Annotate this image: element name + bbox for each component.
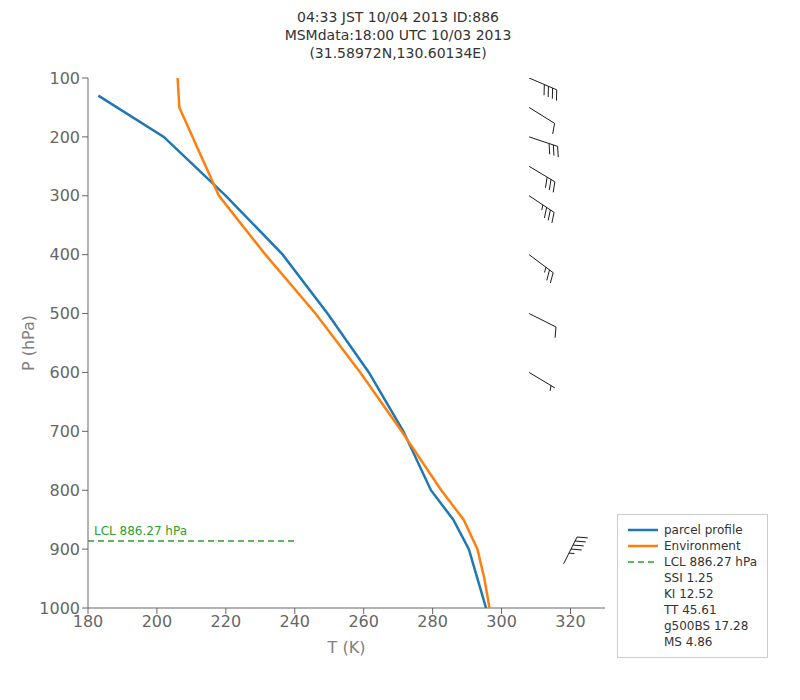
svg-text:220: 220 (211, 612, 242, 631)
html-text:Environment: Environment (664, 539, 741, 553)
svg-text:240: 240 (280, 612, 311, 631)
svg-text:300: 300 (486, 612, 517, 631)
svg-text:P (hPa): P (hPa) (19, 315, 38, 371)
html-text:04:33 JST 10/04 2013 ID:886: 04:33 JST 10/04 2013 ID:886 (297, 9, 499, 25)
svg-text:400: 400 (49, 245, 80, 264)
svg-text:180: 180 (72, 612, 104, 632)
svg-text:260: 260 (348, 612, 379, 631)
svg-text:600: 600 (49, 363, 80, 382)
html-text:MSMdata:18:00 UTC 10/03 2013: MSMdata:18:00 UTC 10/03 2013 (284, 27, 512, 43)
svg-text:800: 800 (49, 481, 80, 500)
svg-text:200: 200 (142, 612, 173, 631)
svg-text:200: 200 (49, 128, 80, 147)
html-text:MS 4.86: MS 4.86 (664, 635, 713, 649)
html-text:SSI 1.25: SSI 1.25 (664, 571, 714, 585)
svg-text:T (K): T (K) (327, 638, 366, 657)
svg-text:500: 500 (49, 304, 80, 323)
svg-text:900: 900 (49, 540, 80, 559)
svg-text:280: 280 (417, 612, 448, 631)
svg-text:1000: 1000 (39, 599, 80, 618)
svg-text:700: 700 (49, 422, 80, 441)
html-text:g500BS 17.28: g500BS 17.28 (664, 619, 749, 633)
html-text:(31.58972N,130.60134E): (31.58972N,130.60134E) (309, 45, 487, 61)
svg-text:100: 100 (49, 69, 80, 88)
svg-text:320: 320 (555, 612, 586, 631)
html-text:parcel profile: parcel profile (664, 523, 743, 537)
html-text:KI 12.52: KI 12.52 (664, 587, 714, 601)
html-text:TT 45.61: TT 45.61 (664, 603, 717, 617)
html-text:LCL 886.27 hPa: LCL 886.27 hPa (664, 555, 757, 569)
svg-text:300: 300 (49, 186, 80, 205)
svg-text:LCL 886.27 hPa: LCL 886.27 hPa (94, 524, 187, 538)
